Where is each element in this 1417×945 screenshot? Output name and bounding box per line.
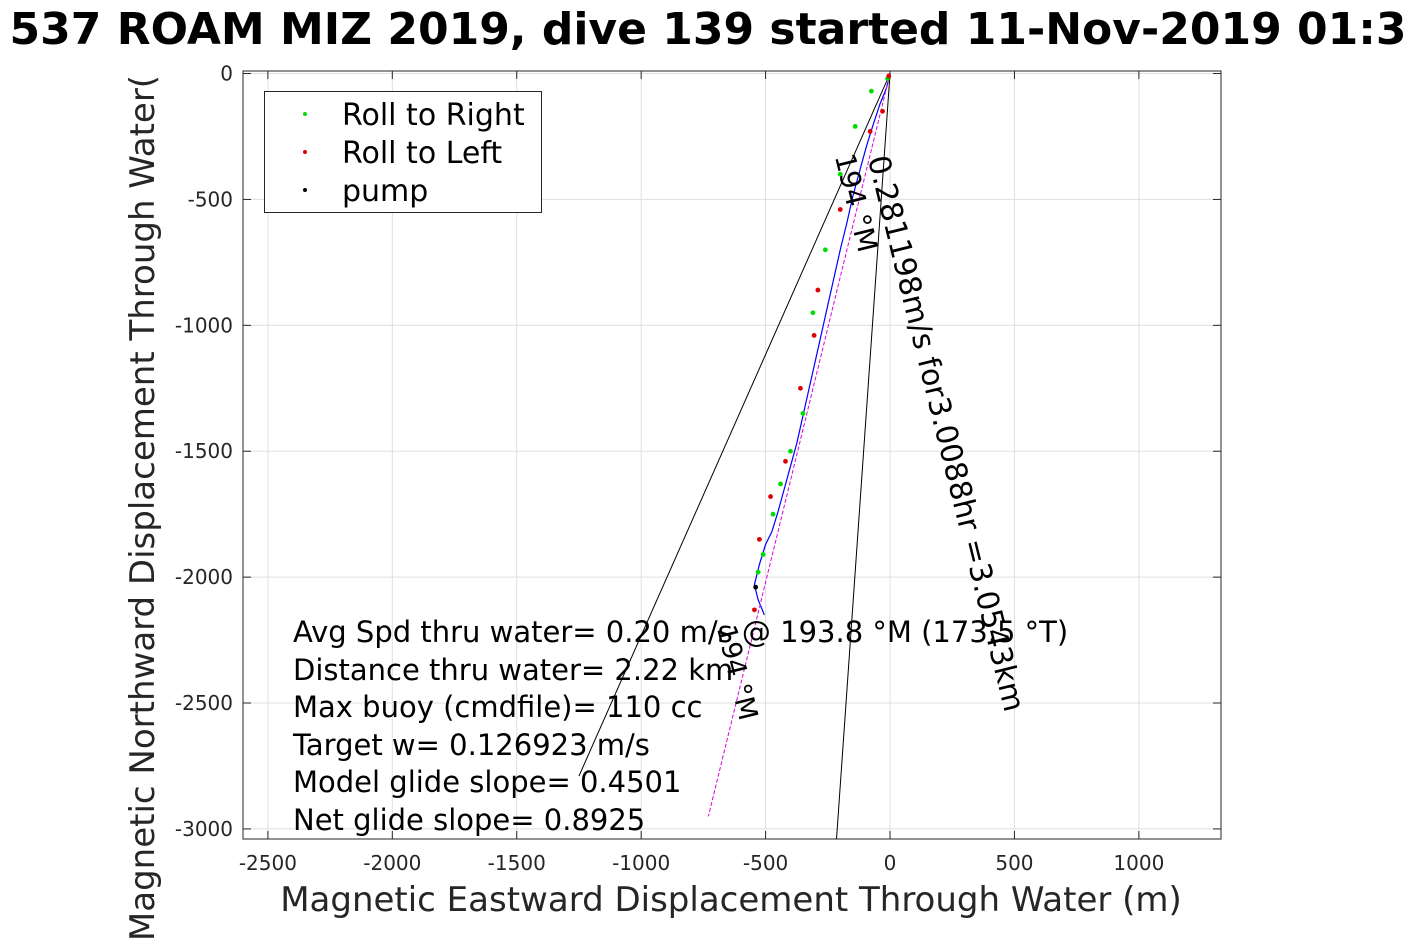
annotation-avg-speed: Avg Spd thru water= 0.20 m/s @ 193.8 °M … (293, 615, 1069, 649)
roll-right-point (760, 552, 766, 557)
series-track (753, 73, 891, 616)
legend-label-roll-right: Roll to Right (342, 98, 525, 133)
y-tick-label: -1000 (175, 313, 233, 337)
roll-right-point (800, 411, 806, 416)
annotation-max-buoy: Max buoy (cmdfile)= 110 cc (293, 690, 703, 724)
roll-left-point (798, 385, 803, 391)
y-tick-label: -3000 (175, 817, 233, 841)
series-mean (707, 73, 891, 817)
y-axis-label: Magnetic Northward Displacement Through … (123, 74, 163, 942)
roll-left-point (886, 73, 892, 79)
data-lines (578, 73, 891, 840)
x-tick-label: -1000 (612, 851, 670, 875)
x-tick-label: 1000 (1113, 851, 1164, 875)
axes-box (242, 70, 1222, 840)
roll-right-point (810, 310, 816, 316)
legend-marker-pump (303, 188, 307, 192)
roll-right-point (837, 171, 843, 177)
data-points (751, 73, 892, 613)
roll-left-point (837, 207, 843, 212)
roll-right-point (788, 448, 793, 454)
roll-left-point (880, 108, 885, 114)
roll-left-point (811, 332, 817, 338)
annotation-distance: Distance thru water= 2.22 km (293, 652, 734, 687)
x-tick-label: -1500 (488, 851, 546, 875)
x-tick-label: -500 (743, 851, 788, 875)
roll-left-point (815, 287, 821, 293)
legend-item-roll-left: Roll to Left (265, 134, 541, 172)
roll-left-point (783, 458, 788, 464)
y-tick-label: -2000 (175, 565, 233, 589)
y-tick-label: -1500 (175, 439, 233, 463)
roll-right-point (770, 511, 776, 517)
legend-marker-roll-right (303, 112, 307, 116)
chart-title: 537 ROAM MIZ 2019, dive 139 started 11-N… (9, 4, 1407, 55)
roll-left-point (768, 494, 773, 499)
annotation-model-glide: Model glide slope= 0.4501 (293, 765, 682, 799)
ticks: -2500 -2000 -1500 -1000 -500 0 500 1000 0 -500 -10… (175, 62, 1221, 875)
roll-right-point (852, 123, 858, 129)
x-tick-label: 500 (995, 851, 1033, 875)
legend-label-pump: pump (342, 174, 429, 209)
y-tick-label: -2500 (175, 691, 233, 715)
legend-marker-roll-left (303, 150, 307, 154)
annotation-block: Avg Spd thru water= 0.20 m/s @ 193.8 °M … (293, 614, 1068, 839)
legend: Roll to Right Roll to Left pump (264, 91, 542, 213)
annotation-target-w: Target w= 0.126923 m/s (293, 727, 650, 762)
x-axis-label: Magnetic Eastward Displacement Through W… (280, 880, 1182, 920)
pump-point (753, 584, 759, 590)
legend-label-roll-left: Roll to Left (342, 136, 503, 171)
roll-right-point (755, 569, 761, 575)
series-heading-2 (836, 73, 891, 840)
roll-right-point (868, 88, 874, 94)
roll-right-point (822, 247, 828, 253)
series-heading-1 (578, 73, 891, 777)
roll-left-point (867, 129, 873, 134)
legend-item-pump: pump (265, 172, 541, 210)
roll-right-point (778, 481, 783, 487)
x-tick-label: -2000 (363, 851, 421, 875)
y-tick-label: -500 (188, 187, 233, 211)
annotation-net-glide: Net glide slope= 0.8925 (293, 802, 646, 837)
legend-item-roll-right: Roll to Right (265, 96, 541, 134)
y-tick-label: 0 (220, 62, 233, 86)
x-tick-label: -2500 (239, 851, 297, 875)
x-tick-label: 0 (884, 851, 897, 875)
roll-left-point (756, 536, 762, 542)
roll-left-point (751, 607, 757, 613)
